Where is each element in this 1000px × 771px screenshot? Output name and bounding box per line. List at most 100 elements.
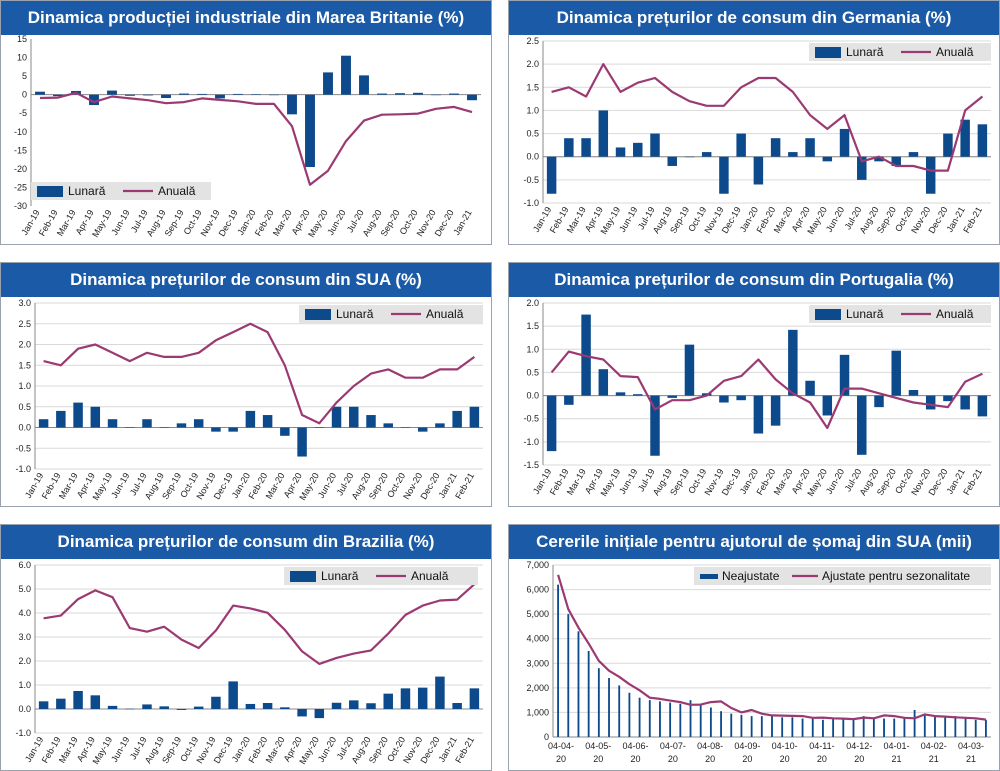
bar: [383, 423, 393, 428]
y-tick-label: -1.0: [15, 464, 31, 474]
bar: [35, 91, 45, 95]
bar: [862, 716, 865, 737]
legend-label: Anuală: [936, 45, 974, 59]
bar: [740, 714, 743, 737]
bar: [736, 395, 746, 401]
bar: [709, 707, 712, 737]
bar: [974, 719, 977, 737]
bar: [197, 93, 207, 95]
y-tick-label: 0.5: [18, 402, 31, 412]
bar: [650, 133, 660, 157]
bar: [689, 700, 692, 737]
bar: [891, 350, 901, 396]
bar: [964, 718, 967, 737]
bar: [719, 156, 729, 194]
bar: [435, 423, 445, 428]
legend-label: Lunară: [336, 307, 374, 321]
bar: [943, 133, 953, 157]
bar: [228, 681, 238, 709]
bar: [297, 427, 307, 457]
bar: [954, 716, 957, 737]
y-tick-label: 2.5: [526, 36, 539, 46]
y-tick-label: 4,000: [526, 634, 549, 644]
bar: [842, 718, 845, 737]
bar: [857, 156, 867, 180]
y-tick-label: 1.5: [526, 321, 539, 331]
bar: [805, 380, 815, 396]
y-tick-label: -15: [14, 145, 27, 155]
x-tick-label: Jun-20: [325, 208, 347, 237]
legend-label: Neajustate: [722, 569, 780, 583]
bar: [736, 133, 746, 157]
bar: [801, 718, 804, 737]
legend-box: [31, 182, 211, 200]
series-line: [43, 583, 476, 666]
bar: [125, 708, 135, 710]
bar: [431, 94, 441, 96]
bar: [349, 700, 359, 709]
bar: [753, 395, 764, 434]
y-tick-label: 0.5: [526, 129, 539, 139]
x-tick-label-year: 20: [668, 754, 678, 764]
y-tick-label: 1.5: [18, 360, 31, 370]
y-tick-label: 0.0: [526, 391, 539, 401]
chart-title: Dinamica prețurilor de consum din German…: [509, 1, 999, 35]
bar: [581, 138, 591, 157]
bar: [944, 717, 947, 737]
bar: [597, 668, 600, 737]
x-tick-label-year: 20: [705, 754, 715, 764]
bar: [125, 427, 135, 428]
bar: [107, 705, 118, 709]
x-tick-label: 04-05-: [585, 741, 611, 751]
bar: [413, 92, 423, 95]
bar: [771, 716, 773, 737]
x-tick-label-year: 21: [929, 754, 939, 764]
y-tick-label: 2.0: [18, 340, 31, 350]
bar: [366, 415, 376, 428]
bar: [615, 392, 626, 396]
legend-label: Lunară: [321, 569, 359, 583]
bar: [359, 75, 369, 95]
bar: [228, 427, 238, 432]
bar: [142, 704, 152, 709]
bar: [233, 93, 243, 95]
bar: [125, 94, 135, 96]
bar: [56, 410, 66, 428]
bar: [377, 93, 387, 95]
bar: [822, 156, 833, 162]
bar: [832, 718, 835, 737]
bar: [193, 419, 204, 428]
series-line: [551, 63, 984, 172]
y-tick-label: -30: [14, 201, 27, 211]
bar: [38, 701, 49, 709]
y-tick-label: -1.0: [523, 198, 539, 208]
legend-swatch-bar: [700, 574, 718, 579]
bar: [564, 395, 574, 405]
bar: [701, 152, 712, 157]
bar: [753, 156, 764, 185]
y-tick-label: 6.0: [18, 560, 31, 570]
bar: [53, 94, 63, 97]
chart-title: Dinamica prețurilor de consum din Portug…: [509, 263, 999, 297]
bar: [564, 138, 574, 157]
bar: [383, 693, 393, 709]
bar: [770, 395, 781, 426]
bar: [305, 94, 315, 168]
bar: [546, 395, 557, 452]
y-tick-label: 2.5: [18, 319, 31, 329]
chart-panel-brazil-cpi: Dinamica prețurilor de consum din Brazil…: [0, 524, 492, 771]
y-tick-label: -20: [14, 164, 27, 174]
y-tick-label: 4.0: [18, 608, 31, 618]
bar: [720, 711, 722, 737]
y-tick-label: 3,000: [526, 658, 549, 668]
y-tick-label: 0.0: [18, 423, 31, 433]
bar: [598, 110, 609, 157]
x-tick-label-year: 20: [780, 754, 790, 764]
bar: [193, 706, 204, 709]
bar: [960, 395, 970, 410]
bar: [760, 716, 763, 737]
y-tick-label: 2.0: [526, 298, 539, 308]
legend-label: Lunară: [846, 45, 884, 59]
chart-svg-uk: -30-25-20-15-10-5051015Jan-19Feb-19Mar-1…: [14, 35, 481, 239]
bar: [977, 395, 988, 417]
